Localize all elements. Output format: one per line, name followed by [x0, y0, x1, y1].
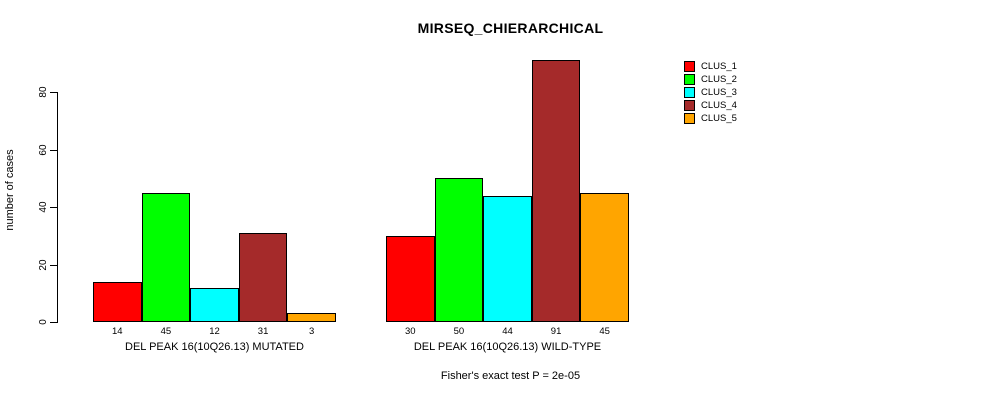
- bar-value-label: 31: [257, 326, 269, 337]
- y-axis-tick-label: 60: [37, 143, 49, 156]
- chart-title: MIRSEQ_CHIERARCHICAL: [417, 20, 604, 36]
- bar-value-label: 50: [453, 326, 465, 337]
- group-label: DEL PEAK 16(10Q26.13) MUTATED: [125, 341, 304, 353]
- bar-value-label: 3: [309, 326, 315, 337]
- legend-entry: CLUS_5: [684, 112, 737, 125]
- y-axis-label: number of cases: [4, 149, 16, 231]
- bar-clus_1: [93, 281, 142, 322]
- legend-label: CLUS_2: [701, 74, 737, 85]
- legend-swatch-icon: [684, 87, 695, 98]
- bar-clus_5: [580, 192, 629, 322]
- y-axis-tick: [50, 264, 58, 266]
- bar-clus_2: [141, 192, 191, 322]
- legend-swatch-icon: [684, 61, 695, 72]
- legend-label: CLUS_5: [701, 113, 737, 124]
- bar-value-label: 30: [405, 326, 416, 337]
- bar-value-label: 44: [502, 326, 513, 337]
- y-axis-tick: [50, 207, 58, 208]
- bar-clus_3: [483, 195, 532, 322]
- bar-value-label: 12: [209, 326, 220, 337]
- y-axis-tick: [50, 149, 58, 151]
- legend-label: CLUS_3: [701, 87, 737, 98]
- bar-clus_3: [190, 287, 239, 322]
- bar-clus_2: [434, 178, 484, 322]
- y-axis-tick: [50, 322, 58, 323]
- legend-entry: CLUS_4: [684, 99, 737, 112]
- y-axis-tick-label: 40: [37, 201, 49, 213]
- bar-value-label: 45: [599, 326, 610, 337]
- bar-clus_5: [287, 313, 336, 322]
- legend-label: CLUS_4: [701, 100, 737, 111]
- group-label: DEL PEAK 16(10Q26.13) WILD-TYPE: [413, 341, 602, 353]
- legend-entry: CLUS_2: [684, 73, 737, 86]
- legend-label: CLUS_1: [701, 61, 737, 72]
- legend-swatch-icon: [684, 74, 695, 85]
- fisher-test-annotation: Fisher's exact test P = 2e-05: [440, 370, 581, 382]
- legend-entry: CLUS_3: [684, 86, 737, 99]
- legend-swatch-icon: [684, 113, 695, 124]
- legend-entry: CLUS_1: [684, 60, 737, 73]
- legend-swatch-icon: [684, 100, 695, 111]
- bar-clus_4: [238, 232, 288, 322]
- y-axis-tick-label: 0: [37, 319, 49, 325]
- y-axis-tick-label: 80: [37, 86, 49, 98]
- y-axis-tick-label: 20: [37, 258, 49, 271]
- bar-clus_1: [386, 235, 435, 322]
- y-axis-tick: [50, 92, 58, 93]
- bar-value-label: 91: [550, 326, 562, 337]
- legend: CLUS_1 CLUS_2 CLUS_3 CLUS_4 CLUS_5: [684, 60, 737, 125]
- bar-value-label: 14: [112, 326, 123, 337]
- bar-clus_4: [531, 60, 581, 322]
- bar-value-label: 45: [160, 326, 172, 337]
